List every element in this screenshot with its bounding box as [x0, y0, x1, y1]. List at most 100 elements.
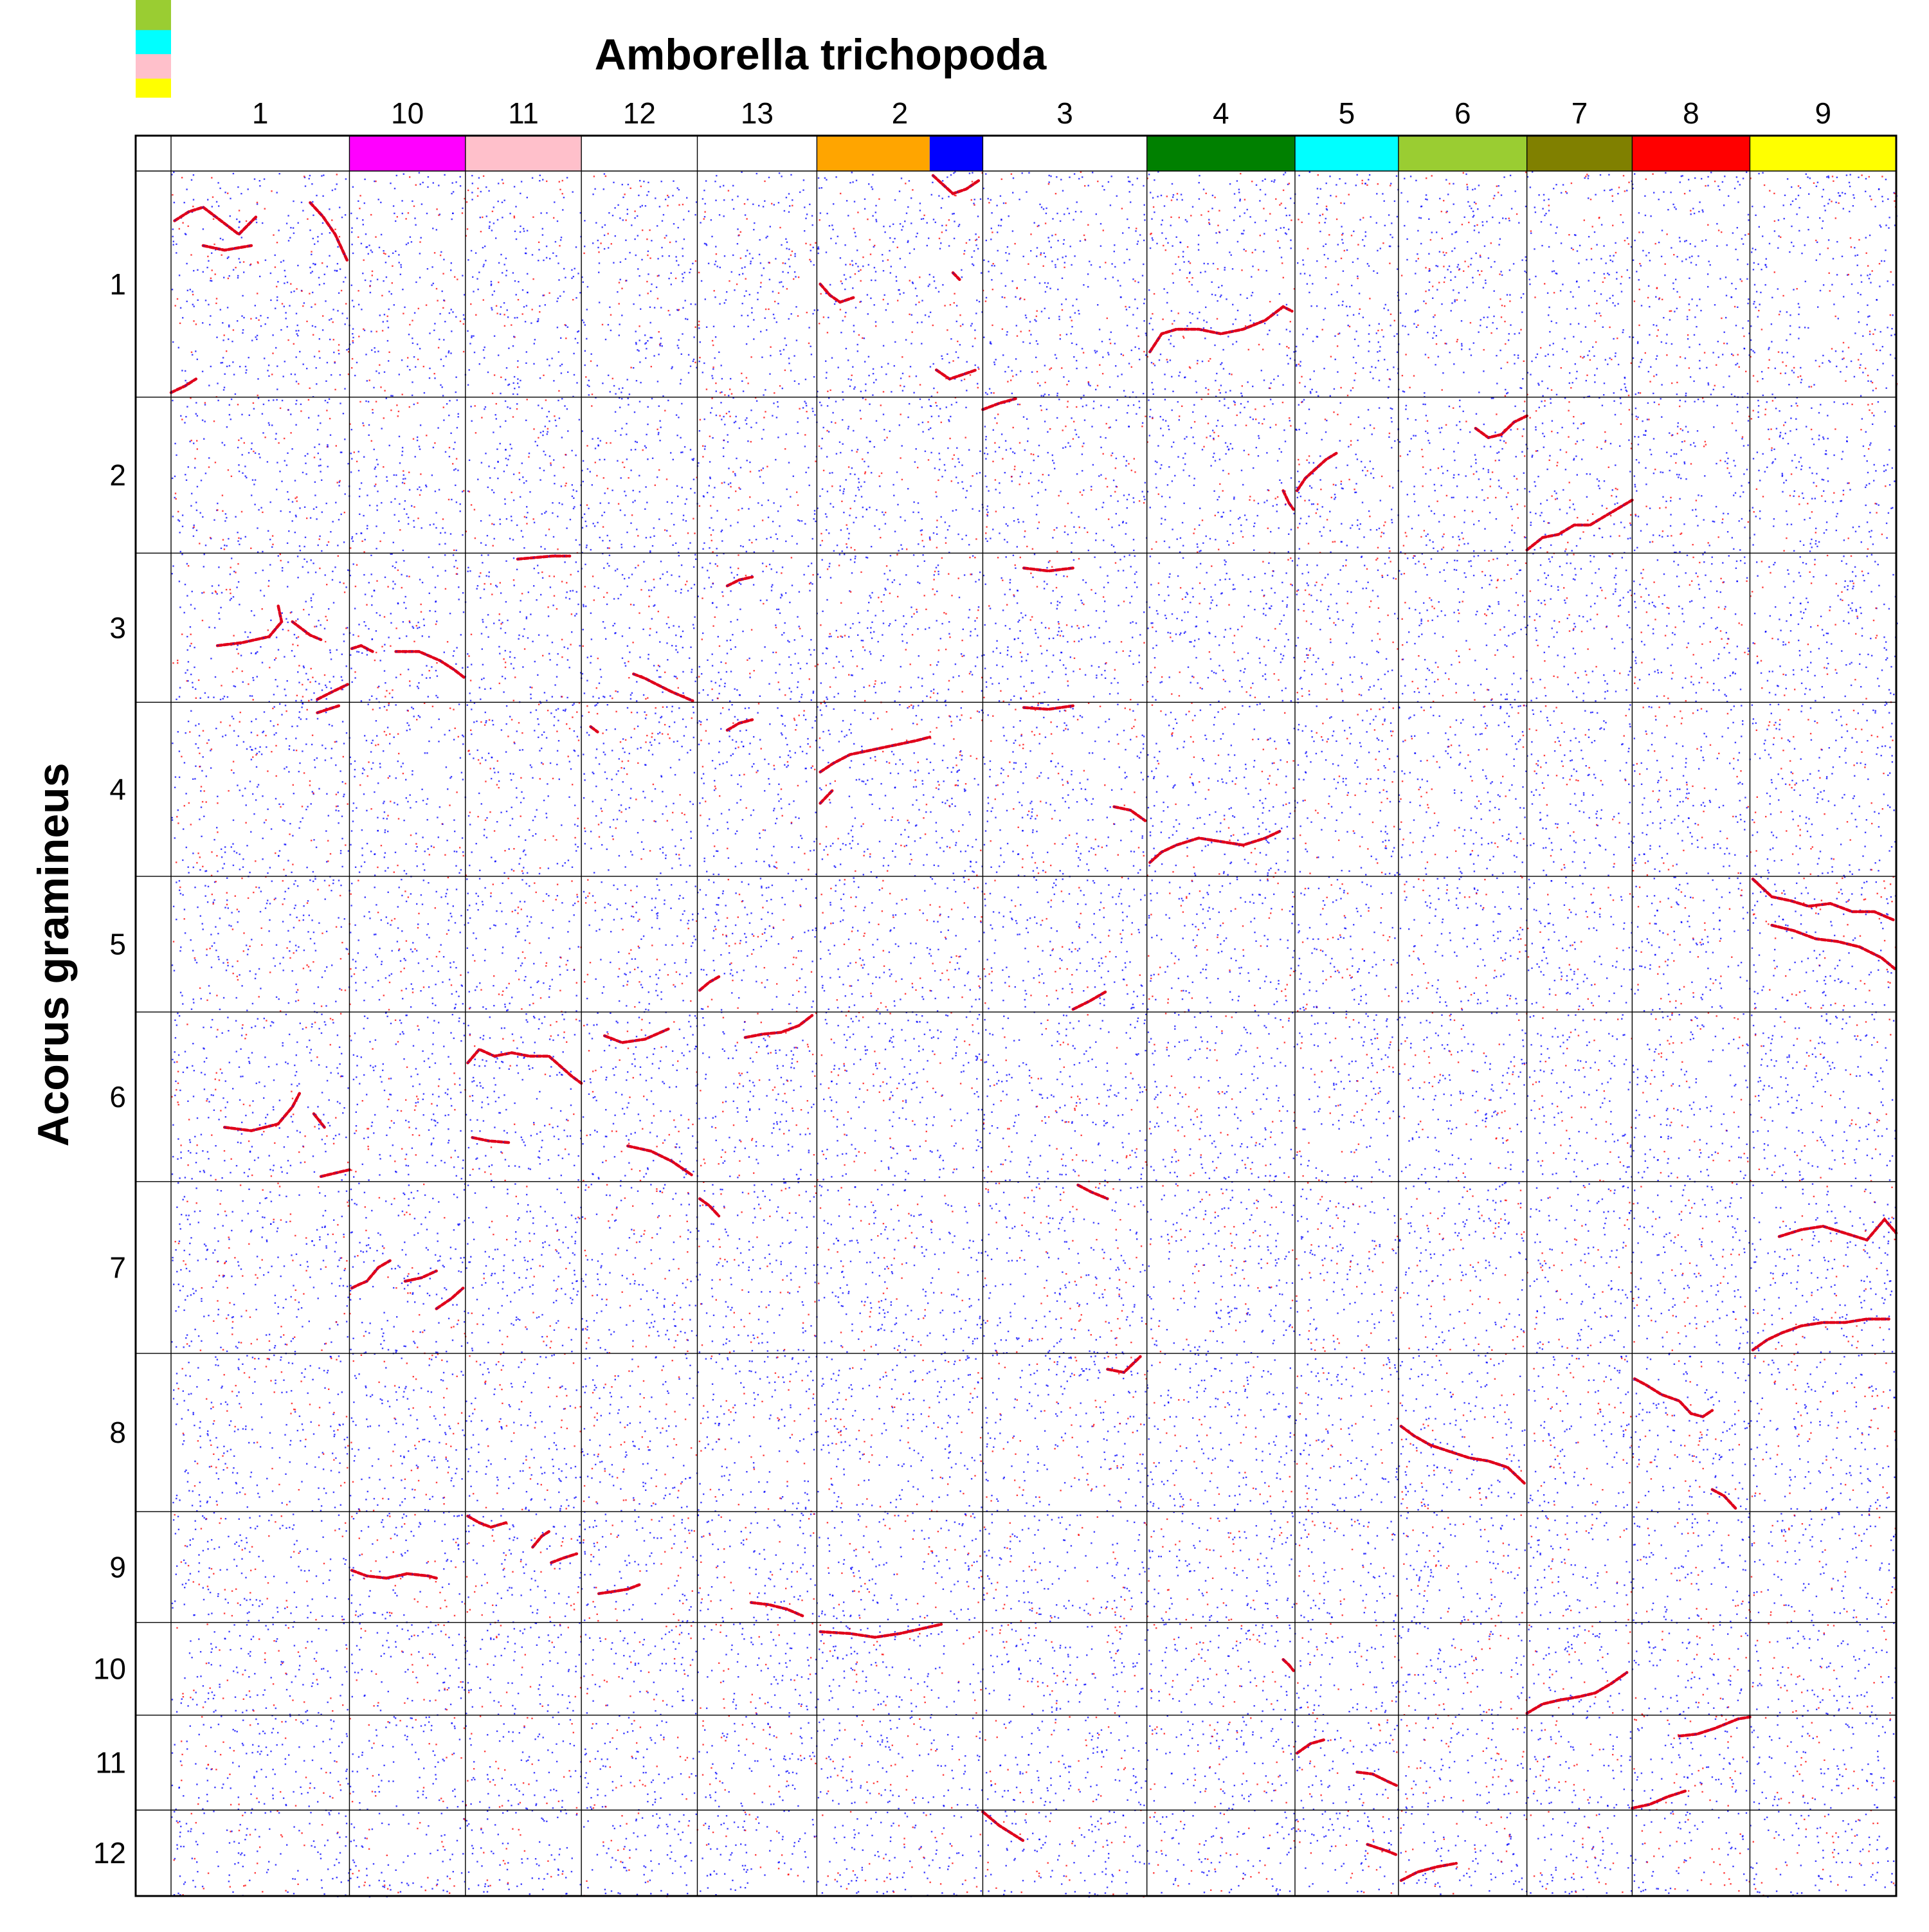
hit-dot-590 [226, 426, 228, 428]
hit-dot-1604 [330, 1072, 332, 1074]
hit-dot-4503 [431, 1653, 433, 1656]
hit-dot-2160 [275, 1382, 276, 1384]
hit-dot-2267 [198, 1554, 200, 1556]
hit-dot-4165 [456, 1468, 458, 1470]
hit-dot-3740 [354, 924, 356, 926]
hit-dot-2462 [249, 1696, 251, 1698]
hit-dot-1581 [217, 1029, 219, 1031]
hit-dot-1726 [193, 1292, 195, 1295]
hit-dot-127 [295, 356, 297, 358]
hit-dot-3187 [367, 494, 368, 496]
hit-dot-1802 [343, 1233, 345, 1236]
hit-dot-580 [217, 502, 219, 505]
hit-dot-3528 [361, 829, 363, 831]
hit-dot-1311 [312, 931, 315, 934]
hit-dot-1665 [302, 1146, 305, 1148]
hit-dot-1999 [223, 1374, 225, 1376]
hit-dot-4532 [377, 1785, 380, 1788]
hit-dot-2759 [179, 1894, 181, 1896]
hit-dot-1126 [210, 750, 212, 752]
hit-dot-782 [213, 696, 215, 698]
hit-dot-1520 [268, 1155, 270, 1157]
hit-dot-2170 [217, 1364, 219, 1367]
hit-dot-4796 [478, 177, 480, 179]
hit-dot-445 [221, 494, 224, 496]
hit-dot-968 [224, 851, 226, 853]
hit-dot-1968 [259, 1446, 262, 1448]
hit-dot-1591 [223, 1150, 226, 1152]
hit-dot-4181 [463, 1434, 466, 1436]
hit-dot-2807 [176, 1820, 178, 1822]
hit-dot-2648 [262, 1730, 264, 1733]
hit-dot-3310 [360, 700, 363, 702]
hit-dot-1250 [231, 928, 234, 930]
hit-dot-1481 [177, 1070, 179, 1072]
hit-dot-718 [300, 700, 302, 701]
hit-dot-0 [287, 240, 290, 242]
hit-dot-3410 [409, 621, 411, 624]
hit-dot-758 [319, 567, 321, 570]
hit-dot-3333 [375, 630, 377, 632]
hit-dot-2853 [334, 1864, 336, 1866]
hit-dot-1827 [172, 1259, 174, 1261]
hit-dot-977 [233, 730, 235, 732]
hit-dot-1320 [295, 983, 297, 986]
hit-dot-2965 [448, 352, 449, 354]
hit-dot-4153 [381, 1399, 383, 1401]
hit-dot-1275 [204, 895, 206, 897]
hit-dot-1560 [210, 1026, 212, 1029]
hit-dot-4759 [498, 354, 500, 356]
hit-dot-864 [194, 646, 195, 649]
hit-dot-4006 [387, 1276, 389, 1278]
hit-dot-2688 [259, 1753, 261, 1755]
hit-dot-2144 [302, 1429, 304, 1431]
hit-dot-1180 [328, 885, 331, 887]
hit-dot-1339 [287, 887, 289, 889]
hit-dot-2680 [230, 1803, 232, 1806]
hit-dot-739 [287, 586, 289, 588]
hit-dot-3660 [385, 977, 387, 979]
hit-dot-2125 [181, 1368, 183, 1370]
hit-dot-4111 [429, 1277, 431, 1279]
hit-dot-2936 [364, 178, 366, 181]
hit-dot-1161 [338, 810, 340, 812]
hit-dot-1821 [277, 1256, 279, 1258]
hit-dot-2298 [311, 1598, 313, 1600]
hit-dot-476 [187, 466, 189, 468]
hit-dot-2409 [316, 1652, 318, 1654]
hit-dot-2050 [242, 1363, 244, 1365]
hit-dot-2766 [345, 1823, 348, 1825]
hit-dot-1658 [192, 1065, 194, 1067]
hit-dot-1856 [231, 1327, 233, 1329]
hit-dot-434 [300, 410, 302, 412]
hit-dot-3422 [418, 682, 420, 684]
hit-dot-1842 [185, 1267, 188, 1270]
hit-dot-4471 [458, 1634, 460, 1636]
hit-dot-651 [257, 651, 258, 653]
hit-dot-4388 [441, 1540, 443, 1542]
hit-dot-3989 [381, 1348, 384, 1350]
hit-dot-1967 [199, 1505, 201, 1507]
hit-dot-4756 [502, 217, 503, 219]
hit-dot-889 [233, 772, 235, 774]
hit-dot-4334 [359, 1554, 361, 1557]
hit-dot-842 [261, 608, 263, 610]
hit-dot-753 [312, 563, 314, 564]
hit-dot-2459 [252, 1709, 254, 1711]
hit-dot-4795 [531, 309, 533, 311]
hit-dot-3601 [365, 739, 368, 742]
hit-dot-48 [192, 294, 194, 296]
hit-dot-77 [311, 306, 312, 308]
hit-dot-3607 [359, 784, 361, 786]
hit-dot-1848 [271, 1265, 273, 1267]
hit-dot-671 [262, 569, 264, 572]
hit-dot-1115 [232, 819, 235, 821]
hit-dot-1566 [258, 1124, 261, 1126]
hit-dot-3196 [419, 486, 421, 488]
hit-dot-2962 [380, 386, 382, 388]
hit-dot-575 [329, 417, 331, 420]
hit-dot-867 [219, 618, 221, 620]
hit-dot-2683 [338, 1745, 340, 1747]
hit-dot-672 [214, 590, 217, 592]
hit-dot-809 [223, 696, 226, 698]
